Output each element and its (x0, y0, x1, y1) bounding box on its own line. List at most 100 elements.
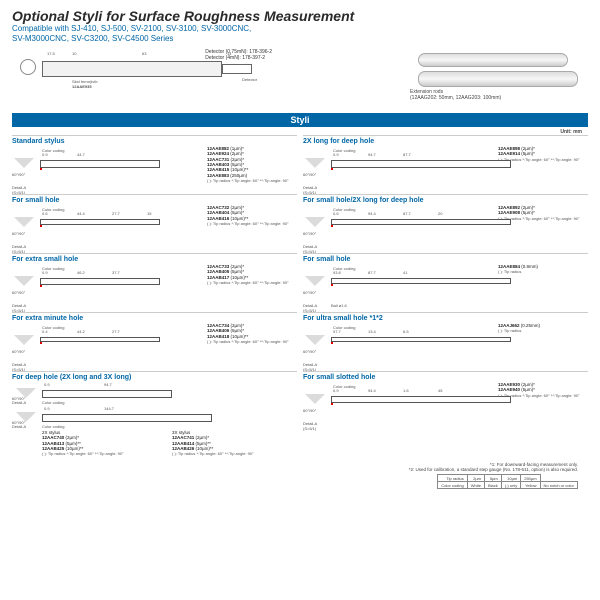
footer-notes: *1: For downward-facing measurement only… (12, 462, 578, 489)
dim: 45 (438, 388, 442, 393)
dim: 87.7 (403, 211, 411, 216)
extension-rods: Extension rods (12AAG202: 50mm, 12AAG203… (408, 49, 588, 109)
footnote: ( ): Tip radius *:Tip angle: 60° **:Tip … (498, 158, 588, 163)
stylus-body (40, 337, 160, 342)
det-line2: Detector (4mN): 178-397-2 (205, 55, 272, 61)
detector-diagram: 17.5 10 63 14 Skid ferrorjivih: 12AAE935… (12, 49, 272, 99)
dim: 94.4 (368, 388, 376, 393)
detector-partnum: Detector (0.75mN): 178-396-2 Detector (4… (205, 49, 272, 61)
styli-cell-8: For deep hole (2X long and 3X long)0.9 94… (12, 371, 297, 459)
part-list: 12AAC734 (2µm)*12AAB406 (5µm)*12AAB418 (… (207, 323, 297, 367)
color-coding: Color coding (42, 424, 64, 429)
dim-left: 17.5 (47, 51, 55, 56)
angle-label: 60°/90° (12, 231, 25, 236)
cell-body: 0.994.7Color codingDetail-A60°/90°0.9144… (12, 382, 297, 430)
angle-label: 60°/90° (12, 420, 25, 425)
dim: 93.8 (333, 270, 341, 275)
part-list: 12AAE882 (1µm)*12AAE924 (2µm)*12AAC731 (… (207, 146, 297, 190)
dim-top: 10 (72, 51, 76, 56)
dim: 97.7 (333, 329, 341, 334)
styli-cell-3: For small hole/2X long for deep holeDeta… (303, 194, 588, 251)
diagram: Detail-A(S=5/1)60°/90°Color coding0.644.… (12, 205, 203, 249)
stylus-tip-icon (40, 285, 42, 287)
styli-grid: Standard stylusDetail-A(S=5/1)60°/90°Col… (12, 135, 588, 459)
legend-head-cell: 250µm (521, 475, 540, 482)
legend-head-cell: 2µm (467, 475, 484, 482)
diagram: Detail-A(S=5/1)60°/90°Color coding0.994.… (303, 146, 494, 190)
cell-body: Detail-A(S=5/1)60°/90°Color coding0.946.… (12, 264, 297, 308)
legend-head-cell: Tip radius (438, 475, 467, 482)
stylus-body (331, 396, 511, 403)
part-number: 12AAE914 (5µm)* (498, 151, 588, 156)
dim: 0.9 (333, 388, 339, 393)
dim: 20 (438, 211, 442, 216)
styli-cell-9: For small slotted holeDetail-A(S=5/1)60°… (303, 371, 588, 459)
angle-label: 60°/90° (12, 349, 25, 354)
part-list: 12AAJ662 (0.25mm)( ): Tip radius (498, 323, 588, 367)
styli-cell-4: For extra small holeDetail-A(S=5/1)60°/9… (12, 253, 297, 310)
legend-row-cell: Color coding (438, 482, 467, 489)
cell-body: Detail-A(S=5/1)60°/90°Color coding0.694.… (303, 205, 588, 249)
legend-row-cell: Yellow (521, 482, 540, 489)
part-list-b: 3X stylus12AAC741 (2µm)*12AAB414 (5µm)**… (172, 430, 262, 457)
part-list-a: 2X stylus12AAC740 (2µm)*12AAB413 (5µm)**… (42, 430, 132, 457)
ext-rod-1 (418, 53, 568, 67)
stylus-tip-icon (331, 225, 333, 227)
dim: 0.9 (42, 152, 48, 157)
dim: 44.2 (77, 329, 85, 334)
dim: 46.2 (77, 270, 85, 275)
compat-line-1: Compatible with SJ-410, SJ-500, SV-2100,… (12, 24, 588, 34)
diagram: Detail-A(S=5/1)60°/90°Color coding93.887… (303, 264, 494, 308)
dim: 87.7 (368, 270, 376, 275)
stylus-body (331, 219, 511, 225)
styli-cell-5: For small holeDetail-A(S=5/1)60°/90°Colo… (303, 253, 588, 310)
footnote: ( ): Tip radius *:Tip angle: 60° **:Tip … (172, 452, 262, 457)
legend-head-cell: 5µm (484, 475, 501, 482)
dim: 13.4 (368, 329, 376, 334)
detector-label: Detector (242, 77, 257, 82)
diagram: Detail-A(S=5/1)60°/90°Color coding97.713… (303, 323, 494, 367)
cell-title: For deep hole (2X long and 3X long) (12, 374, 297, 381)
dim: 94.7 (368, 152, 376, 157)
dim: 0.9 (44, 382, 50, 387)
footnote: ( ): Tip radius (498, 329, 588, 334)
diagram: Detail-A(S=5/1)60°/90°Color coding0.946.… (12, 264, 203, 308)
dim: 0.9 (333, 152, 339, 157)
cell-body: Detail-A(S=5/1)60°/90°Color coding0.644.… (12, 205, 297, 249)
stylus-body (40, 278, 160, 285)
diagram: Detail-A(S=5/1)60°/90°Color coding0.994.… (303, 382, 494, 426)
dim: 15 (147, 211, 151, 216)
stylus-tip-icon (331, 284, 333, 286)
stylus-tip-icon (40, 225, 42, 227)
cell-title: For small hole (12, 197, 297, 204)
legend-row-cell: (-) only (501, 482, 520, 489)
dim: 6.5 (403, 329, 409, 334)
cell-title: For small hole (303, 256, 588, 263)
footnote: ( ): Tip radius *:Tip angle: 60° **:Tip … (498, 394, 588, 399)
styli-cell-0: Standard stylusDetail-A(S=5/1)60°/90°Col… (12, 135, 297, 192)
stylus-body (331, 160, 511, 168)
diagram-b: 0.9144.7Color codingDetail-A60°/90° (12, 406, 297, 430)
styli-cell-2: For small holeDetail-A(S=5/1)60°/90°Colo… (12, 194, 297, 251)
dim: 144.7 (104, 406, 114, 411)
dim: 27.7 (112, 211, 120, 216)
dim: 0.4 (42, 329, 48, 334)
dim: 94.7 (104, 382, 112, 387)
cell-body: Detail-A(S=5/1)60°/90°Color coding0.994.… (303, 146, 588, 190)
styli-cell-1: 2X long for deep holeDetail-A(S=5/1)60°/… (303, 135, 588, 192)
skid-pn: 12AAE935 (72, 84, 92, 89)
cell-body: Detail-A(S=5/1)60°/90°Color coding0.994.… (303, 382, 588, 426)
cell-title: For ultra small hole *1*2 (303, 315, 588, 322)
cell-title: For extra minute hole (12, 315, 297, 322)
part-list: 12AAE892 (2µm)*12AAE908 (5µm)*( ): Tip r… (498, 205, 588, 249)
dim: 0.6 (42, 211, 48, 216)
angle-icon (305, 158, 325, 168)
stylus-tip-icon (331, 403, 333, 405)
part-list: 12AAC733 (2µm)*12AAB405 (5µm)*12AAB417 (… (207, 264, 297, 308)
dim-len1: 63 (142, 51, 146, 56)
cell-body: Detail-A(S=5/1)60°/90°Color coding0.444.… (12, 323, 297, 367)
part-list-row: 2X stylus12AAC740 (2µm)*12AAB413 (5µm)**… (42, 430, 297, 457)
stylus-body (40, 160, 160, 168)
angle-icon (14, 276, 34, 286)
angle-label: 60°/90° (12, 172, 25, 177)
